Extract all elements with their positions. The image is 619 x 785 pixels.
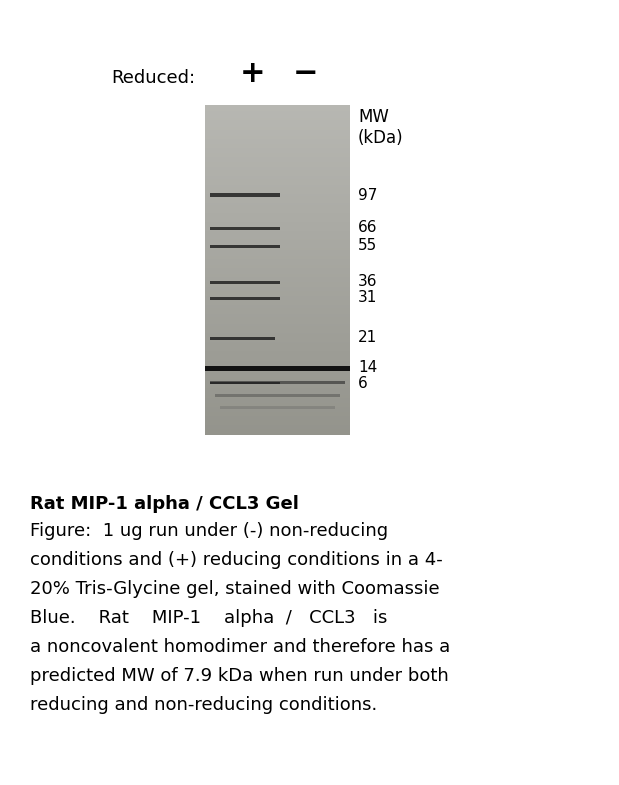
Bar bbox=[210, 193, 280, 197]
Bar bbox=[205, 366, 350, 371]
Text: Blue.    Rat    MIP-1    alpha  /   CCL3   is: Blue. Rat MIP-1 alpha / CCL3 is bbox=[30, 609, 387, 627]
Text: 31: 31 bbox=[358, 290, 378, 305]
Text: 20% Tris-Glycine gel, stained with Coomassie: 20% Tris-Glycine gel, stained with Cooma… bbox=[30, 580, 439, 598]
Text: Rat MIP-1 alpha / CCL3 Gel: Rat MIP-1 alpha / CCL3 Gel bbox=[30, 495, 299, 513]
Bar bbox=[210, 337, 275, 339]
Text: predicted MW of 7.9 kDa when run under both: predicted MW of 7.9 kDa when run under b… bbox=[30, 667, 449, 685]
Bar bbox=[210, 381, 345, 384]
Text: reducing and non-reducing conditions.: reducing and non-reducing conditions. bbox=[30, 696, 377, 714]
Text: Figure:  1 ug run under (-) non-reducing: Figure: 1 ug run under (-) non-reducing bbox=[30, 522, 388, 540]
Text: −: − bbox=[292, 60, 318, 89]
Text: 55: 55 bbox=[358, 239, 377, 254]
Text: Reduced:: Reduced: bbox=[111, 69, 195, 87]
Text: a noncovalent homodimer and therefore has a: a noncovalent homodimer and therefore ha… bbox=[30, 638, 450, 656]
Bar bbox=[215, 393, 340, 396]
Text: 97: 97 bbox=[358, 188, 378, 203]
Bar bbox=[210, 227, 280, 229]
Text: conditions and (+) reducing conditions in a 4-: conditions and (+) reducing conditions i… bbox=[30, 551, 443, 569]
Bar bbox=[205, 366, 350, 371]
Bar bbox=[210, 382, 280, 384]
Bar bbox=[220, 406, 335, 408]
Text: 14: 14 bbox=[358, 360, 377, 375]
Text: 66: 66 bbox=[358, 221, 378, 235]
Text: 21: 21 bbox=[358, 330, 377, 345]
Bar bbox=[210, 297, 280, 300]
Text: +: + bbox=[240, 60, 266, 89]
Bar bbox=[210, 244, 280, 247]
Text: 6: 6 bbox=[358, 375, 368, 390]
Text: MW
(kDa): MW (kDa) bbox=[358, 108, 404, 147]
Bar bbox=[210, 280, 280, 283]
Text: 36: 36 bbox=[358, 275, 378, 290]
